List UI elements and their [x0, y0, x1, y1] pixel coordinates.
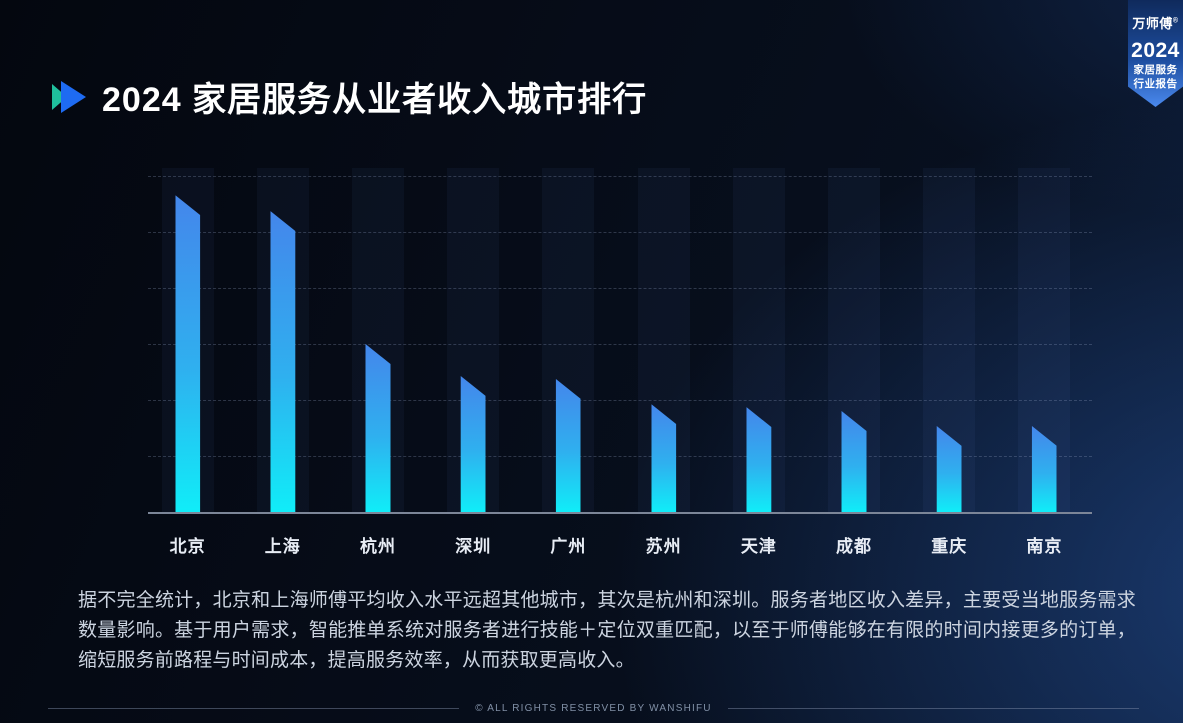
gridline [148, 232, 1092, 233]
bar-成都 [841, 411, 867, 512]
chart-column-2: 上海 [235, 168, 330, 556]
bar-广州 [555, 379, 581, 512]
x-axis-label: 广州 [550, 537, 587, 556]
title-arrows-icon [52, 80, 86, 113]
x-axis-label: 杭州 [360, 537, 396, 556]
bar-北京 [175, 195, 201, 512]
bar-chart: 北京 上海 杭州 深圳 广州 苏州 天津 成都 重庆 南京 [140, 168, 1092, 556]
brand-name: 万师傅® [1132, 16, 1179, 31]
chart-column-4: 深圳 [426, 168, 521, 556]
x-axis-label: 北京 [169, 537, 206, 556]
copyright-text: © ALL RIGHTS RESERVED BY WANSHIFU [475, 703, 712, 714]
page-footer: © ALL RIGHTS RESERVED BY WANSHIFU [48, 703, 1139, 714]
gridline [148, 176, 1092, 177]
chart-column-10: 南京 [997, 168, 1092, 556]
x-axis-label: 天津 [740, 537, 777, 556]
chart-column-9: 重庆 [902, 168, 997, 556]
brand-ribbon-badge: 万师傅® 2024 家居服务 行业报告 [1128, 0, 1183, 107]
footer-divider-left [48, 708, 460, 709]
gridline [148, 288, 1092, 289]
registered-mark: ® [1172, 17, 1179, 25]
x-axis-label: 成都 [836, 537, 873, 556]
x-axis-label: 重庆 [931, 537, 968, 556]
badge-year: 2024 [1131, 39, 1180, 62]
x-axis-label: 深圳 [455, 537, 492, 556]
chart-column-8: 成都 [806, 168, 901, 556]
chart-columns: 北京 上海 杭州 深圳 广州 苏州 天津 成都 重庆 南京 [140, 168, 1092, 556]
x-axis-label: 上海 [264, 537, 301, 556]
footer-divider-right [727, 708, 1139, 709]
badge-subtitle-line1: 家居服务 [1133, 64, 1178, 76]
bar-杭州 [365, 344, 391, 512]
x-axis-label: 苏州 [645, 537, 682, 556]
bar-苏州 [651, 404, 677, 512]
x-axis-line [148, 512, 1092, 514]
bar-上海 [270, 211, 296, 512]
summary-paragraph: 据不完全统计，北京和上海师傅平均收入水平远超其他城市，其次是杭州和深圳。服务者地… [78, 590, 1136, 671]
chart-column-5: 广州 [521, 168, 616, 556]
chart-column-1: 北京 [140, 168, 235, 556]
chart-column-7: 天津 [711, 168, 806, 556]
gridline [148, 456, 1092, 457]
page-header: 2024 家居服务从业者收入城市排行 [52, 72, 647, 121]
gridline [148, 400, 1092, 401]
page-title: 2024 家居服务从业者收入城市排行 [102, 81, 648, 119]
badge-subtitle-line2: 行业报告 [1133, 78, 1178, 90]
x-axis-label: 南京 [1026, 537, 1063, 556]
gridline [148, 344, 1092, 345]
chart-column-6: 苏州 [616, 168, 711, 556]
bar-天津 [746, 407, 772, 512]
bar-深圳 [460, 376, 486, 512]
chart-column-3: 杭州 [330, 168, 425, 556]
